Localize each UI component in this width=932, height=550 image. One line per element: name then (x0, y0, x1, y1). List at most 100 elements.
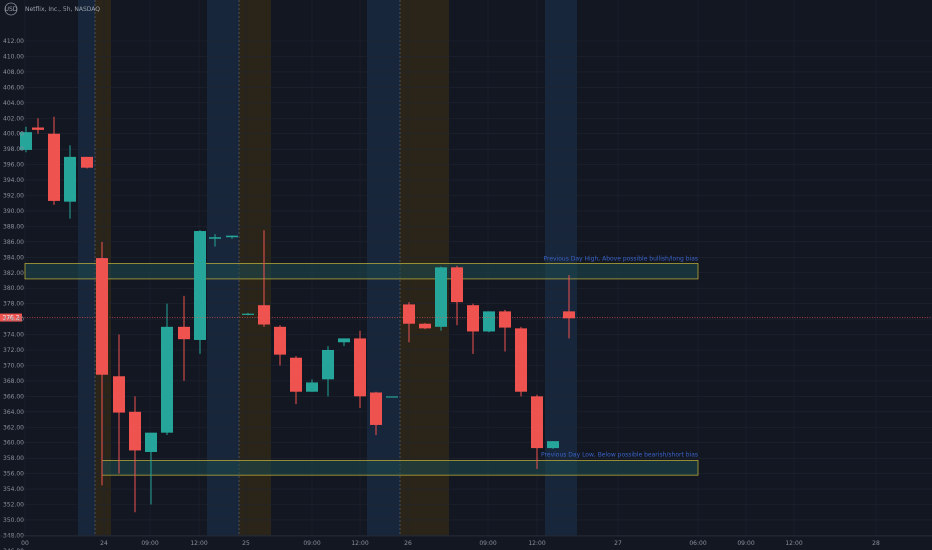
candle-up[interactable] (161, 326, 173, 433)
y-tick-label: 376.00 (3, 316, 24, 323)
x-tick-label: 12:00 (351, 540, 368, 547)
y-tick-label: 400.00 (3, 131, 24, 138)
y-tick-label: 368.00 (3, 378, 24, 385)
x-tick-label: 12:00 (528, 540, 545, 547)
previous-day-low-zone[interactable] (101, 460, 699, 476)
x-tick-label: 27 (614, 540, 622, 547)
candle-up[interactable] (322, 350, 334, 380)
x-tick-label: 09:00 (303, 540, 320, 547)
y-tick-label: 362.00 (3, 424, 24, 431)
y-tick-label: 412.00 (3, 38, 24, 45)
candle-down[interactable] (354, 338, 366, 397)
y-tick-label: 396.00 (3, 162, 24, 169)
candle-up[interactable] (435, 267, 447, 327)
previous-day-low-label: Previous Day Low, Below possible bearish… (541, 451, 698, 458)
candle-down[interactable] (32, 127, 44, 130)
header: USD Netflix, Inc., 5h, NASDAQ (4, 2, 100, 16)
y-tick-label: 394.00 (3, 177, 24, 184)
candle-down[interactable] (96, 258, 108, 375)
x-axis: 00 24 09:00 12:00 25 09:00 12:00 26 09:00 12:00 27… (0, 535, 932, 547)
y-tick-label: 356.00 (3, 471, 24, 478)
x-tick-label: 06:00 (689, 540, 706, 547)
y-tick-label: 404.00 (3, 100, 24, 107)
candle-up[interactable] (338, 338, 350, 343)
candle-down[interactable] (81, 156, 93, 168)
candle-up[interactable] (386, 396, 398, 398)
y-tick-label: 384.00 (3, 254, 24, 261)
previous-day-high-zone[interactable] (24, 263, 699, 280)
y-tick-label: 406.00 (3, 84, 24, 91)
y-tick-label: 360.00 (3, 440, 24, 447)
candle-down[interactable] (467, 305, 479, 332)
candles (20, 116, 575, 513)
x-tick-label: 09:00 (737, 540, 754, 547)
y-tick-label: 350.00 (3, 517, 24, 524)
current-price-line: 376.2 (0, 313, 932, 322)
y-tick-label: 352.00 (3, 502, 24, 509)
candle-down[interactable] (258, 305, 270, 325)
y-tick-label: 390.00 (3, 208, 24, 215)
candle-down[interactable] (290, 357, 302, 392)
y-tick-label: 364.00 (3, 409, 24, 416)
y-tick-label: 398.00 (3, 146, 24, 153)
y-tick-label: 346.00 (3, 548, 24, 550)
candle-down[interactable] (403, 304, 415, 324)
price-zones: Previous Day High, Above possible bullis… (24, 255, 699, 476)
y-tick-label: 408.00 (3, 69, 24, 76)
y-tick-label: 380.00 (3, 285, 24, 292)
candle-down[interactable] (178, 326, 190, 340)
x-tick-label: 25 (242, 540, 250, 547)
y-tick-label: 374.00 (3, 332, 24, 339)
y-tick-label: 410.00 (3, 53, 24, 60)
currency-badge[interactable] (4, 2, 18, 16)
candle-down[interactable] (419, 323, 431, 329)
x-tick-label: 12:00 (190, 540, 207, 547)
candle-down[interactable] (129, 411, 141, 451)
y-tick-label: 378.00 (3, 301, 24, 308)
currency-label: USD (5, 6, 18, 13)
x-tick-label: 00 (21, 540, 29, 547)
candle-up[interactable] (226, 235, 238, 238)
candle-up[interactable] (547, 441, 559, 449)
x-tick-label: 24 (100, 540, 108, 547)
candle-down[interactable] (274, 326, 286, 355)
candle-down[interactable] (499, 311, 511, 328)
x-tick-label: 26 (404, 540, 412, 547)
y-tick-label: 386.00 (3, 239, 24, 246)
x-tick-label: 09:00 (479, 540, 496, 547)
x-tick-label: 09:00 (141, 540, 158, 547)
y-tick-label: 372.00 (3, 347, 24, 354)
price-badge-text: 376.2 (2, 315, 19, 322)
y-tick-label: 402.00 (3, 115, 24, 122)
y-tick-label: 354.00 (3, 486, 24, 493)
candle-down[interactable] (563, 311, 575, 319)
grid-lines (22, 0, 932, 536)
x-tick-label: 28 (872, 540, 880, 547)
candle-up[interactable] (483, 311, 495, 332)
candle-up[interactable] (242, 313, 254, 315)
y-tick-label: 358.00 (3, 455, 24, 462)
x-tick-label: 12:00 (785, 540, 802, 547)
y-tick-label: 370.00 (3, 362, 24, 369)
candle-down[interactable] (451, 267, 463, 303)
candle-down[interactable] (370, 392, 382, 425)
previous-day-high-label: Previous Day High, Above possible bullis… (543, 255, 698, 262)
candle-down[interactable] (531, 396, 543, 449)
y-axis: 412.00 410.00 408.00 406.00 404.00 402.00 400.… (3, 38, 24, 550)
candle-down[interactable] (515, 328, 527, 392)
price-badge (0, 313, 22, 322)
candle-up[interactable] (64, 156, 76, 202)
chart-title: Netflix, Inc., 5h, NASDAQ (25, 6, 100, 13)
y-tick-label: 366.00 (3, 393, 24, 400)
y-tick-label: 382.00 (3, 270, 24, 277)
candle-up[interactable] (145, 432, 157, 452)
candle-up[interactable] (306, 382, 318, 392)
candle-down[interactable] (113, 376, 125, 413)
y-tick-label: 388.00 (3, 223, 24, 230)
candle-up[interactable] (194, 231, 206, 340)
candle-down[interactable] (48, 133, 60, 201)
candle-up[interactable] (20, 132, 32, 150)
candle-up[interactable] (209, 237, 221, 239)
y-tick-label: 392.00 (3, 193, 24, 200)
